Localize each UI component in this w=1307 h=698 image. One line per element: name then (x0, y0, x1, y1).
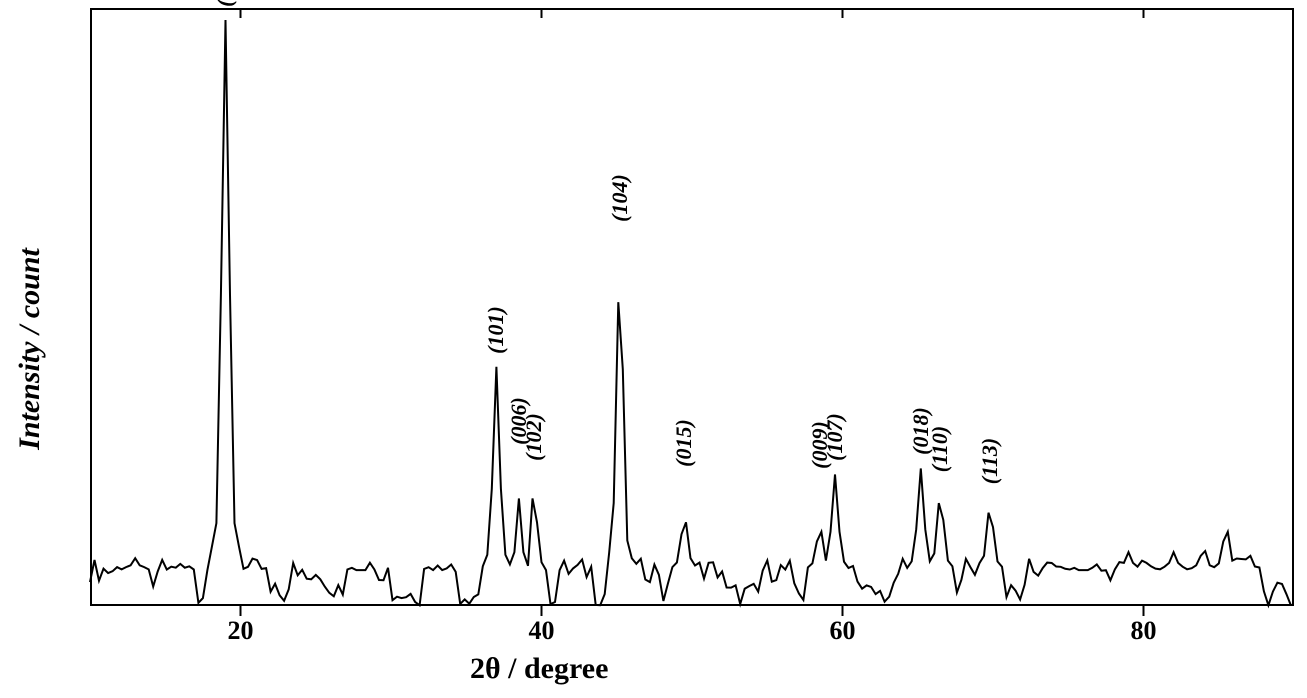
peak-label: (104) (607, 174, 633, 222)
xrd-trace (0, 0, 1307, 698)
peak-label: (113) (977, 438, 1003, 484)
peak-label: (110) (927, 426, 953, 472)
peak-label: (015) (671, 419, 697, 467)
peak-label: (003) (212, 0, 238, 7)
peak-label: (101) (483, 306, 509, 354)
peak-label: (102) (521, 414, 547, 462)
peak-label: (107) (822, 414, 848, 462)
xrd-figure: Intensity / count 2θ / degree 20406080(0… (0, 0, 1307, 698)
